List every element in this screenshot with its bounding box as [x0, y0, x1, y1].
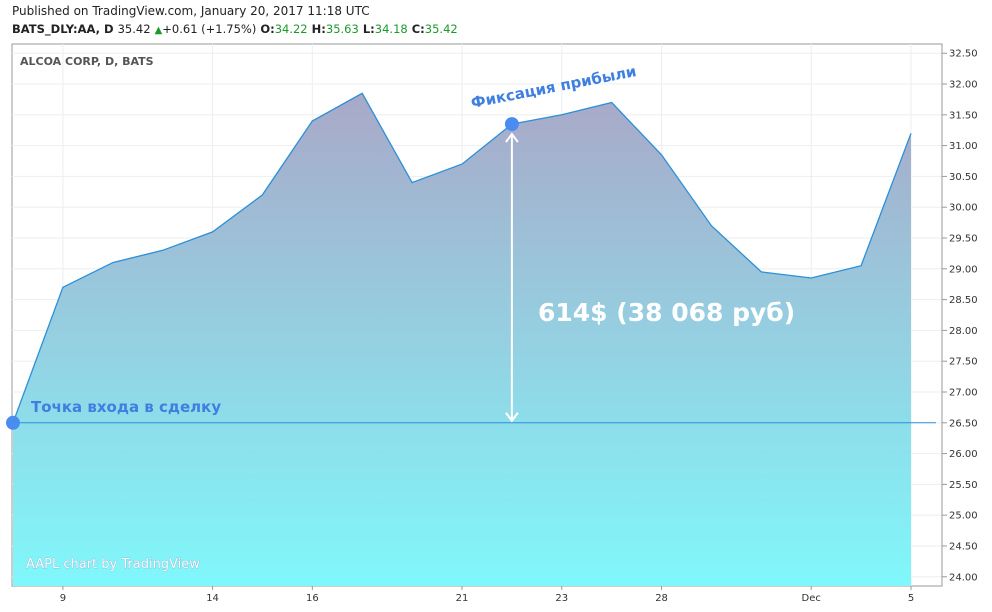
y-tick-label: 30.50: [949, 172, 978, 183]
x-tick-label: Dec: [802, 593, 821, 604]
high-value: 35.63: [325, 22, 359, 36]
y-tick-label: 32.50: [949, 49, 978, 60]
price-axis: 32.50 32.00 31.50 31.00 30.50 30.00 29.50 29.00…: [942, 49, 978, 583]
close-label: C:: [411, 22, 425, 36]
open-value: 34.22: [274, 22, 308, 36]
x-tick-label: 16: [306, 593, 319, 604]
open-label: O:: [260, 22, 275, 36]
y-tick-label: 31.50: [949, 110, 978, 121]
x-tick-label: 21: [456, 593, 469, 604]
y-tick-label: 28.50: [949, 295, 978, 306]
published-line: Published on TradingView.com, January 20…: [12, 4, 370, 18]
x-tick-label: 5: [908, 593, 914, 604]
y-tick-label: 26.00: [949, 449, 978, 460]
time-axis: 9 14 16 21 23 28 Dec 5: [60, 586, 914, 604]
entry-annotation: Точка входа в сделку: [31, 398, 221, 416]
x-tick-label: 14: [206, 593, 219, 604]
arrow-head-up: [505, 132, 519, 143]
y-tick-label: 27.00: [949, 387, 978, 398]
y-tick-label: 30.00: [949, 203, 978, 214]
up-arrow-icon: ▲: [154, 25, 163, 36]
price-line: [12, 92, 912, 424]
price-change: +0.61 (+1.75%): [162, 22, 257, 36]
y-tick-label: 27.50: [949, 357, 978, 368]
y-tick-label: 24.00: [949, 572, 978, 583]
symbol-label: BATS_DLY:AA, D: [12, 22, 114, 36]
y-tick-label: 29.50: [949, 234, 978, 245]
y-tick-label: 25.00: [949, 511, 978, 522]
y-tick-label: 29.00: [949, 264, 978, 275]
arrow-head-down: [505, 412, 519, 423]
profit-arrow: [505, 132, 519, 423]
y-tick-label: 24.50: [949, 541, 978, 552]
y-tick-label: 26.50: [949, 418, 978, 429]
y-tick-label: 31.00: [949, 141, 978, 152]
symbol-quote-line: BATS_DLY:AA, D 35.42 ▲+0.61 (+1.75%) O:3…: [12, 22, 458, 36]
low-value: 34.18: [374, 22, 408, 36]
close-value: 35.42: [424, 22, 458, 36]
watermark: AAPL chart by TradingView: [26, 557, 200, 572]
y-tick-label: 28.00: [949, 326, 978, 337]
chart-title: ALCOA CORP, D, BATS: [20, 55, 154, 68]
y-tick-label: 32.00: [949, 80, 978, 91]
entry-marker: [6, 415, 20, 430]
high-label: H:: [311, 22, 326, 36]
x-tick-label: 23: [555, 593, 568, 604]
price-area: [13, 93, 911, 587]
y-tick-label: 25.50: [949, 480, 978, 491]
x-tick-label: 9: [60, 593, 66, 604]
exit-marker: [504, 117, 519, 132]
low-label: L:: [362, 22, 375, 36]
profit-annotation: 614$ (38 068 руб): [538, 298, 795, 327]
x-tick-label: 28: [655, 593, 668, 604]
last-price: 35.42: [117, 22, 151, 36]
